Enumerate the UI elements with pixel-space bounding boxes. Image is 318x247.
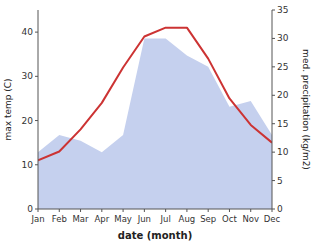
x-tick-label: Aug	[179, 214, 196, 224]
y-tick-label: 30	[22, 71, 34, 81]
precip-area	[38, 38, 272, 209]
y2-tick-label: 20	[277, 90, 289, 100]
x-tick	[250, 209, 251, 212]
x-tick	[101, 209, 102, 212]
y2-tick-label: 0	[277, 204, 283, 214]
x-tick-label: Jul	[160, 214, 171, 224]
x-tick-label: Oct	[222, 214, 237, 224]
x-tick	[123, 209, 124, 212]
x-axis-label: date (month)	[118, 230, 192, 241]
y2-tick-label: 5	[277, 176, 283, 186]
y-tick-label: 10	[22, 160, 34, 170]
x-tick	[59, 209, 60, 212]
x-tick-label: Feb	[52, 214, 67, 224]
y2-tick-label: 15	[277, 119, 288, 129]
y2-axis-line	[272, 10, 273, 209]
y2-tick-label: 30	[277, 33, 289, 43]
y2-tick	[272, 38, 275, 39]
x-tick-label: Apr	[94, 214, 109, 224]
x-tick-label: Sep	[200, 214, 216, 224]
y2-tick	[272, 209, 275, 210]
temp-line	[38, 28, 272, 161]
y-tick-label: 20	[22, 116, 34, 126]
y2-tick	[272, 123, 275, 124]
chart: JanFebMarAprMayJunJulAugSepOctNovDec0102…	[0, 0, 318, 247]
x-tick-label: May	[114, 214, 132, 224]
x-tick	[208, 209, 209, 212]
y-tick-label: 40	[22, 27, 34, 37]
y2-tick	[272, 180, 275, 181]
x-tick-label: Jun	[137, 214, 151, 224]
y-tick	[35, 32, 38, 33]
x-tick	[144, 209, 145, 212]
x-tick-label: Mar	[73, 214, 90, 224]
y-axis-line	[38, 10, 39, 209]
x-tick-label: Nov	[242, 214, 259, 224]
plot-area	[38, 28, 272, 209]
x-tick	[229, 209, 230, 212]
x-tick-label: Dec	[264, 214, 281, 224]
x-tick	[80, 209, 81, 212]
chart-container: JanFebMarAprMayJunJulAugSepOctNovDec0102…	[0, 0, 318, 247]
y2-tick-label: 25	[277, 62, 288, 72]
y2-axis-label: med. precipitation (kg/m2)	[301, 49, 311, 170]
y2-tick	[272, 152, 275, 153]
y-tick	[35, 76, 38, 77]
y2-tick	[272, 10, 275, 11]
y2-tick	[272, 66, 275, 67]
x-tick	[186, 209, 187, 212]
y-axis-label: max temp (C)	[3, 78, 13, 140]
y2-tick-label: 10	[277, 147, 289, 157]
x-tick-label: Jan	[30, 214, 44, 224]
y2-tick-label: 35	[277, 5, 288, 15]
y-tick-label: 0	[27, 204, 33, 214]
y-tick	[35, 120, 38, 121]
y-tick	[35, 209, 38, 210]
y-tick	[35, 164, 38, 165]
x-tick	[165, 209, 166, 212]
y2-tick	[272, 95, 275, 96]
x-axis-line	[38, 209, 272, 210]
